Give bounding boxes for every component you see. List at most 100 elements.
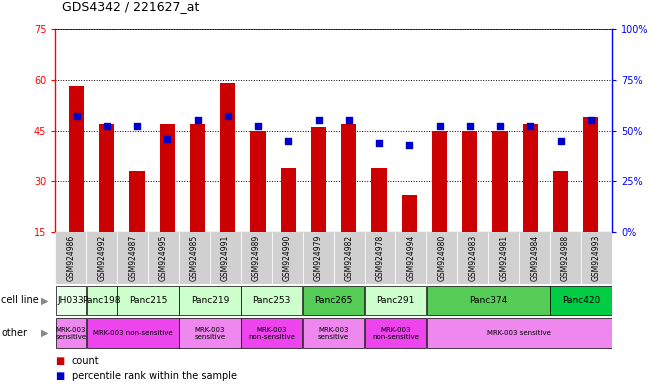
Text: cell line: cell line: [1, 295, 39, 306]
Text: GSM924995: GSM924995: [159, 235, 168, 281]
Bar: [179, 232, 210, 284]
Text: GSM924982: GSM924982: [344, 235, 353, 281]
Point: [102, 123, 112, 129]
Bar: [365, 286, 426, 315]
Point: [223, 113, 233, 119]
Bar: [402, 195, 417, 232]
Text: GDS4342 / 221627_at: GDS4342 / 221627_at: [62, 0, 199, 13]
Bar: [395, 232, 426, 284]
Bar: [523, 124, 538, 232]
Point: [585, 117, 596, 123]
Text: Panc219: Panc219: [191, 296, 229, 305]
Text: GSM924980: GSM924980: [437, 235, 447, 281]
Text: GSM924991: GSM924991: [221, 235, 230, 281]
Bar: [311, 127, 326, 232]
Point: [283, 137, 294, 144]
Point: [162, 136, 173, 142]
Text: MRK-003 sensitive: MRK-003 sensitive: [487, 330, 551, 336]
Bar: [55, 232, 86, 284]
Bar: [333, 232, 365, 284]
Point: [525, 123, 536, 129]
Bar: [117, 232, 148, 284]
Text: GSM924989: GSM924989: [252, 235, 261, 281]
Bar: [519, 232, 550, 284]
Bar: [365, 232, 395, 284]
Text: MRK-003
sensitive: MRK-003 sensitive: [195, 327, 225, 339]
Text: MRK-003
non-sensitive: MRK-003 non-sensitive: [248, 327, 296, 339]
Text: ▶: ▶: [41, 328, 49, 338]
Bar: [426, 286, 550, 315]
Bar: [69, 86, 84, 232]
Bar: [462, 131, 477, 232]
Bar: [341, 124, 356, 232]
Text: GSM924990: GSM924990: [283, 235, 292, 281]
Bar: [426, 318, 612, 348]
Bar: [55, 318, 86, 348]
Bar: [281, 168, 296, 232]
Bar: [87, 318, 179, 348]
Bar: [99, 124, 115, 232]
Bar: [159, 124, 175, 232]
Bar: [241, 286, 303, 315]
Text: GSM924979: GSM924979: [314, 235, 323, 281]
Text: GSM924994: GSM924994: [406, 235, 415, 281]
Bar: [583, 117, 598, 232]
Text: count: count: [72, 356, 99, 366]
Bar: [432, 131, 447, 232]
Bar: [581, 232, 612, 284]
Bar: [130, 171, 145, 232]
Point: [132, 123, 142, 129]
Point: [495, 123, 505, 129]
Text: Panc253: Panc253: [253, 296, 291, 305]
Point: [434, 123, 445, 129]
Bar: [220, 83, 235, 232]
Text: GSM924993: GSM924993: [592, 235, 601, 281]
Text: GSM924983: GSM924983: [468, 235, 477, 281]
Text: ■: ■: [55, 371, 64, 381]
Text: Panc265: Panc265: [314, 296, 353, 305]
Bar: [365, 318, 426, 348]
Text: JH033: JH033: [57, 296, 84, 305]
Bar: [241, 318, 303, 348]
Bar: [210, 232, 241, 284]
Text: GSM924987: GSM924987: [128, 235, 137, 281]
Bar: [550, 232, 581, 284]
Bar: [303, 286, 365, 315]
Bar: [372, 168, 387, 232]
Point: [313, 117, 324, 123]
Bar: [55, 286, 86, 315]
Text: other: other: [1, 328, 27, 338]
Text: ▶: ▶: [41, 295, 49, 306]
Bar: [117, 286, 179, 315]
Text: GSM924988: GSM924988: [561, 235, 570, 281]
Bar: [86, 232, 117, 284]
Text: GSM924981: GSM924981: [499, 235, 508, 281]
Bar: [457, 232, 488, 284]
Point: [72, 113, 82, 119]
Bar: [271, 232, 303, 284]
Bar: [303, 232, 333, 284]
Point: [253, 123, 263, 129]
Text: MRK-003
sensitive: MRK-003 sensitive: [55, 327, 87, 339]
Text: ■: ■: [55, 356, 64, 366]
Text: Panc198: Panc198: [83, 296, 121, 305]
Bar: [179, 286, 241, 315]
Point: [555, 137, 566, 144]
Point: [374, 140, 384, 146]
Bar: [179, 318, 241, 348]
Bar: [251, 131, 266, 232]
Text: Panc420: Panc420: [562, 296, 600, 305]
Point: [404, 142, 415, 148]
Text: GSM924985: GSM924985: [190, 235, 199, 281]
Bar: [303, 318, 365, 348]
Bar: [241, 232, 271, 284]
Text: Panc291: Panc291: [376, 296, 415, 305]
Bar: [550, 286, 612, 315]
Text: Panc374: Panc374: [469, 296, 507, 305]
Text: Panc215: Panc215: [129, 296, 167, 305]
Bar: [190, 124, 205, 232]
Text: MRK-003
sensitive: MRK-003 sensitive: [318, 327, 349, 339]
Point: [344, 117, 354, 123]
Text: MRK-003
non-sensitive: MRK-003 non-sensitive: [372, 327, 419, 339]
Text: GSM924992: GSM924992: [97, 235, 106, 281]
